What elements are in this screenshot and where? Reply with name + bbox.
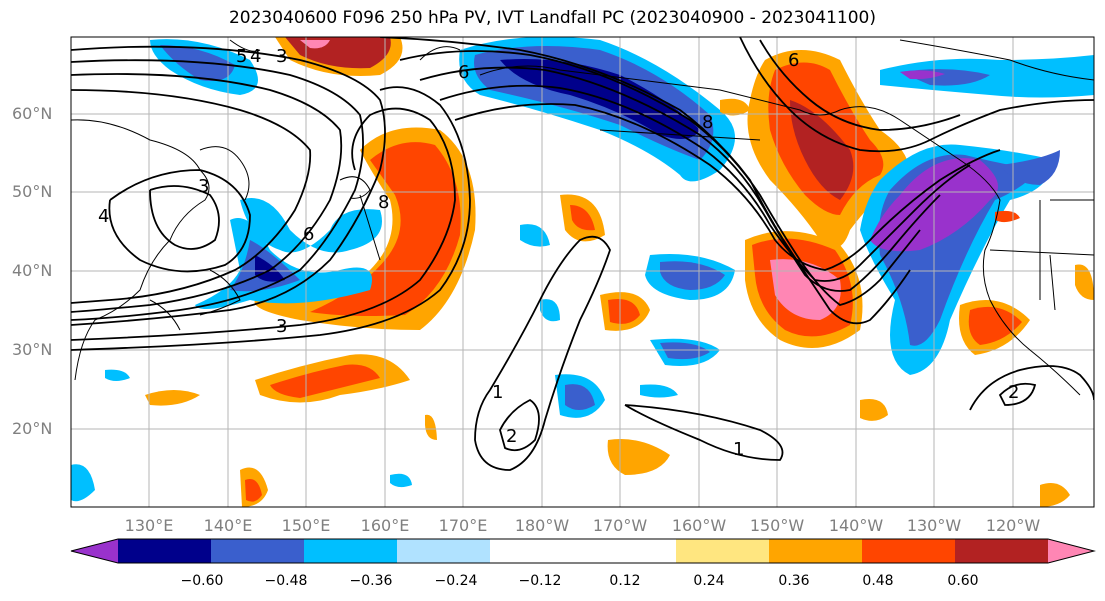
colorbar-tick-label: 0.12 [609,573,641,589]
colorbar-tick-label: −0.60 [180,573,224,589]
colorbar-tick-label: 0.36 [778,573,810,589]
contour-label: 3 [276,316,287,337]
colorbar-segment [118,539,212,563]
lat-label-20: 20°N [12,419,53,438]
chart-title: 2023040600 F096 250 hPa PV, IVT Landfall… [228,8,876,28]
colorbar-outline [70,538,1096,564]
lat-label-30: 30°N [12,340,53,359]
contour-label: 8 [378,192,389,213]
colorbar-extend-low [71,539,118,563]
lon-label: 130°W [906,516,962,535]
lon-label: 150°E [281,516,331,535]
lon-label: 170°W [592,516,648,535]
colorbar-segment [397,539,491,563]
colorbar-extend-high [1048,539,1094,563]
contour-label: 3 [276,46,287,67]
colorbar-segment [490,539,584,563]
map-panel: 3 6 8 1 2 1 2 4 6 8 6 3 5 4 3 [71,37,1094,507]
contour-label: 5 [236,46,247,67]
map-frame [70,36,1095,508]
contour-label: 2 [506,426,517,447]
contour-label: 4 [98,206,109,227]
lon-label: 140°W [828,516,884,535]
contour-label: 1 [492,382,503,403]
colorbar-tick-label: −0.12 [518,573,562,589]
colorbar-segment [583,539,677,563]
lat-label-60: 60°N [12,104,53,123]
colorbar-tick-label: 0.24 [693,573,725,589]
colorbar-segment [769,539,863,563]
colorbar-segment [955,539,1049,563]
lon-label: 120°W [985,516,1041,535]
contours [71,37,1094,471]
colorbar [70,538,1096,564]
lon-label: 140°E [203,516,253,535]
lat-label-50: 50°N [12,182,53,201]
colorbar-segment [211,539,305,563]
contour-label: 2 [1008,382,1019,403]
contour-label: 4 [250,46,261,67]
contour-label: 6 [788,50,799,71]
colorbar-segment [862,539,956,563]
colorbar-tick-label: −0.36 [349,573,393,589]
contour-labels: 3 6 8 1 2 1 2 4 6 8 6 3 5 4 3 [98,46,1019,460]
colorbar-tick-label: −0.24 [434,573,478,589]
contour-label: 6 [458,62,469,83]
lon-label: 160°W [671,516,727,535]
lon-label: 130°E [124,516,174,535]
lon-label: 170°E [438,516,488,535]
graticule [71,37,1094,507]
colorbar-segment [304,539,398,563]
contour-label: 8 [702,112,713,133]
contour-label: 3 [198,176,209,197]
lon-label: 180°W [514,516,570,535]
lat-label-40: 40°N [12,261,53,280]
contour-label: 6 [303,224,314,245]
lon-label: 150°W [749,516,805,535]
colorbar-tick-label: 0.60 [947,573,979,589]
lon-label: 160°E [360,516,410,535]
contour-label: 1 [733,439,744,460]
colorbar-tick-label: −0.48 [264,573,308,589]
colorbar-tick-label: 0.48 [862,573,894,589]
colorbar-segment [676,539,770,563]
